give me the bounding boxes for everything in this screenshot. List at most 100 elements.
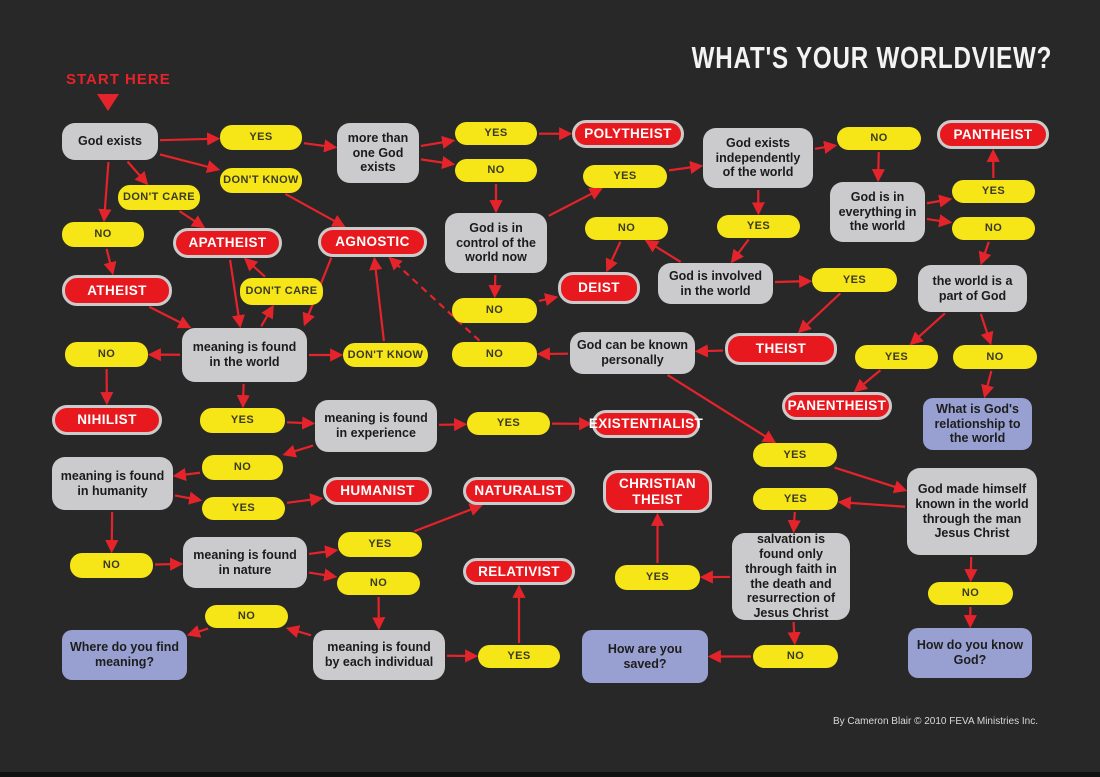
flow-arrow xyxy=(154,557,184,571)
flow-arrow xyxy=(126,160,149,186)
start-here-arrow-icon xyxy=(97,94,119,111)
node-naturalist: NATURALIST xyxy=(463,477,575,505)
node-relativist: RELATIVIST xyxy=(463,558,575,585)
flow-arrow xyxy=(159,153,221,174)
node-how-know-god: How do you know God? xyxy=(908,628,1032,678)
flow-arrow xyxy=(243,257,266,278)
flow-arrow xyxy=(260,304,274,327)
node-no: NO xyxy=(62,222,144,247)
node-no: NO xyxy=(952,217,1035,240)
node-meaning-by-individual: meaning is found by each individual xyxy=(313,630,445,680)
node-yes: YES xyxy=(753,443,837,467)
node-what-relationship: What is God's relationship to the world xyxy=(923,398,1032,450)
flow-arrow xyxy=(853,369,882,393)
flow-arrow xyxy=(413,503,483,533)
flow-arrow xyxy=(605,241,622,273)
flow-arrow xyxy=(909,312,946,346)
node-no: NO xyxy=(205,605,288,628)
node-humanist: HUMANIST xyxy=(323,477,432,505)
flow-arrow xyxy=(178,210,206,229)
flow-arrow xyxy=(926,214,953,228)
node-no: NO xyxy=(452,298,537,323)
flow-arrow xyxy=(285,625,312,638)
node-no: NO xyxy=(455,159,537,182)
node-yes: YES xyxy=(753,488,838,510)
flow-arrow xyxy=(774,274,813,288)
flow-arrow xyxy=(548,187,603,217)
flow-arrow xyxy=(286,416,316,430)
flow-arrow xyxy=(694,344,724,358)
flow-arrow xyxy=(284,193,346,228)
node-christian-theist: CHRISTIAN THEIST xyxy=(603,470,712,513)
node-yes: YES xyxy=(717,215,800,238)
flow-arrow xyxy=(420,135,456,149)
flow-arrow xyxy=(730,238,750,264)
node-yes: YES xyxy=(615,565,700,590)
node-dont-care: DON'T CARE xyxy=(240,278,323,305)
flow-arrow xyxy=(174,491,203,505)
node-yes: YES xyxy=(467,412,550,435)
node-polytheist: POLYTHEIST xyxy=(572,120,684,148)
node-god-made-known: God made himself known in the world thro… xyxy=(907,468,1037,555)
node-no: NO xyxy=(452,342,537,367)
flow-arrow xyxy=(236,383,250,409)
flow-arrow xyxy=(979,313,994,346)
node-god-exists: God exists xyxy=(62,123,158,160)
node-yes: YES xyxy=(338,532,422,557)
flow-arrow xyxy=(172,467,201,482)
flow-arrow xyxy=(668,160,704,174)
node-yes: YES xyxy=(220,125,302,150)
node-yes: YES xyxy=(455,122,537,145)
flow-arrow xyxy=(228,259,245,329)
node-no: NO xyxy=(837,127,921,150)
node-agnostic: AGNOSTIC xyxy=(318,227,427,257)
flow-arrow xyxy=(308,545,339,559)
node-no: NO xyxy=(953,345,1037,369)
node-world-part-of-god: the world is a part of God xyxy=(918,265,1027,312)
node-no: NO xyxy=(753,645,838,668)
node-pantheist: PANTHEIST xyxy=(937,120,1049,149)
node-dont-know: DON'T KNOW xyxy=(343,343,428,367)
node-yes: YES xyxy=(478,645,560,668)
flow-arrow xyxy=(103,248,117,276)
page-title: WHAT'S YOUR WORLDVIEW? xyxy=(691,40,1052,75)
flow-arrow xyxy=(388,256,481,342)
node-how-are-you-saved: How are you saved? xyxy=(582,630,708,683)
flow-arrow xyxy=(797,292,842,334)
node-dont-care: DON'T CARE xyxy=(118,185,200,210)
flow-arrow xyxy=(159,132,221,146)
node-existentialist: EXISTENTIALIST xyxy=(589,410,703,438)
credit-text: By Cameron Blair © 2010 FEVA Ministries … xyxy=(832,716,1038,727)
flow-arrow xyxy=(787,621,801,646)
node-god-exists-independently: God exists independently of the world xyxy=(703,128,813,188)
node-meaning-in-experience: meaning is found in experience xyxy=(315,400,437,452)
flow-arrow xyxy=(834,466,908,494)
node-god-in-control: God is in control of the world now xyxy=(445,213,547,273)
bottom-bar xyxy=(0,772,1100,777)
node-yes: YES xyxy=(583,165,667,188)
node-yes: YES xyxy=(202,497,285,520)
flow-arrow xyxy=(667,374,777,444)
node-salvation-through-faith: salvation is found only through faith in… xyxy=(732,532,850,620)
node-god-in-everything: God is in everything in the world xyxy=(830,182,925,242)
node-nihilist: NIHILIST xyxy=(52,405,162,435)
flow-arrow xyxy=(98,161,112,223)
flow-arrow xyxy=(538,293,559,306)
node-god-involved: God is involved in the world xyxy=(658,263,773,304)
node-apatheist: APATHEIST xyxy=(173,228,282,258)
node-no: NO xyxy=(70,553,153,578)
flow-arrow xyxy=(837,496,906,510)
node-meaning-in-world: meaning is found in the world xyxy=(182,328,307,382)
node-no: NO xyxy=(65,342,148,367)
node-no: NO xyxy=(337,572,420,595)
flow-arrow xyxy=(420,155,456,170)
flow-arrow xyxy=(978,241,992,266)
node-yes: YES xyxy=(200,408,285,433)
node-theist: THEIST xyxy=(725,333,837,365)
node-deist: DEIST xyxy=(558,272,640,304)
node-no: NO xyxy=(202,455,283,480)
start-here-label: START HERE xyxy=(66,71,171,88)
node-more-than-one-god: more than one God exists xyxy=(337,123,419,183)
